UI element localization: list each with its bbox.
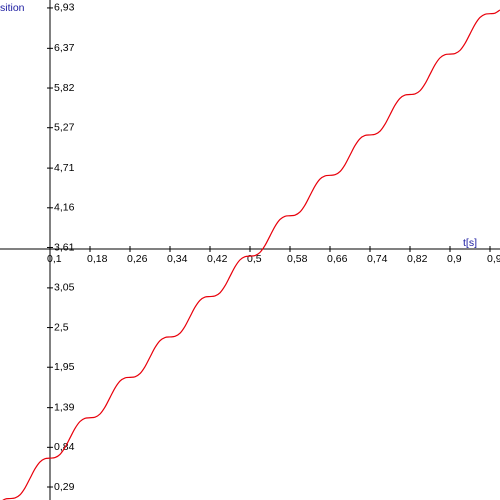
y-axis-label: sition (0, 2, 25, 14)
x-tick-label: 0,26 (127, 253, 148, 265)
x-tick-label: 0,9 (447, 253, 462, 265)
x-tick-label: 0,82 (407, 253, 428, 265)
x-tick-label: 0,58 (287, 253, 308, 265)
y-tick-label: 3,61 (54, 241, 75, 253)
x-tick-label: 0,1 (47, 253, 62, 265)
x-tick-label: 0,5 (247, 253, 262, 265)
y-tick-label: 6,93 (54, 2, 75, 14)
x-tick-label: 0,42 (207, 253, 228, 265)
y-tick-label: 1,39 (54, 401, 75, 413)
y-tick-label: 0,84 (54, 441, 75, 453)
y-tick-label: 6,37 (54, 42, 75, 54)
x-tick-label: 0,18 (87, 253, 108, 265)
y-tick-label: 1,95 (54, 361, 75, 373)
x-tick-label: 0,98 (487, 253, 500, 265)
y-tick-label: 3,05 (54, 282, 75, 294)
y-tick-label: 5,27 (54, 121, 75, 133)
y-tick-label: 4,16 (54, 202, 75, 214)
x-axis-label: t[s] (463, 237, 477, 249)
data-line (2, 9, 500, 500)
y-tick-label: 4,71 (54, 162, 75, 174)
x-tick-label: 0,74 (367, 253, 388, 265)
y-tick-label: 2,5 (54, 321, 69, 333)
x-tick-label: 0,34 (167, 253, 188, 265)
y-tick-label: 0,29 (54, 481, 75, 493)
y-tick-label: 5,82 (54, 82, 75, 94)
x-tick-label: 0,66 (327, 253, 348, 265)
